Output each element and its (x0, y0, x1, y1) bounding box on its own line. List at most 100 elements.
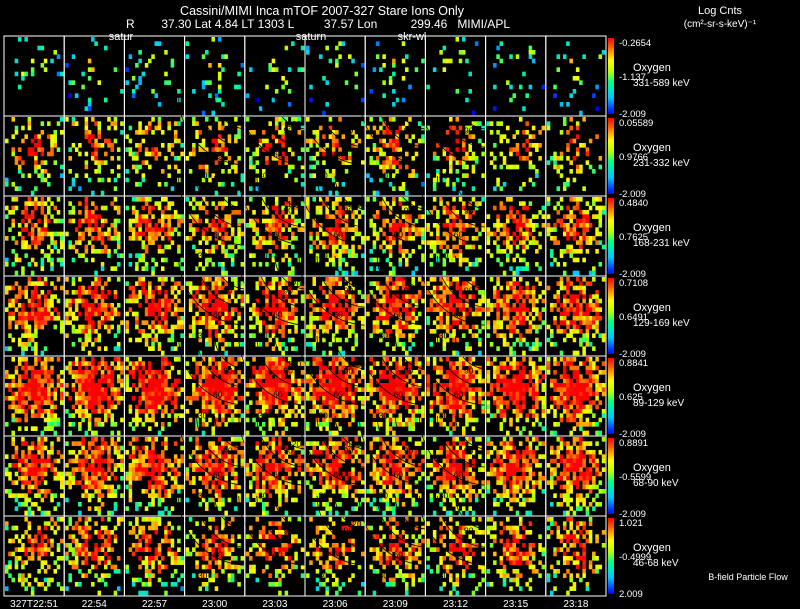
heatmap-cell (502, 337, 507, 343)
heatmap-cell (116, 378, 121, 384)
heatmap-cell (312, 223, 316, 228)
heatmap-cell (65, 391, 69, 397)
heatmap-cell (398, 244, 403, 250)
heatmap-cell (395, 147, 399, 152)
heatmap-cell (566, 231, 570, 237)
heatmap-cell (395, 337, 399, 343)
heatmap-cell (50, 426, 54, 431)
heatmap-cell (421, 240, 425, 245)
heatmap-cell (509, 54, 513, 59)
heatmap-cell (331, 396, 336, 401)
heatmap-cell (245, 205, 250, 211)
heatmap-cell (237, 311, 241, 317)
heatmap-cell (227, 329, 232, 334)
heatmap-cell (110, 361, 114, 366)
heatmap-cell (278, 138, 282, 144)
heatmap-cell (160, 227, 165, 232)
heatmap-cell (91, 374, 95, 379)
heatmap-cell (553, 156, 557, 161)
heatmap-cell (341, 311, 346, 317)
heatmap-cell (214, 160, 219, 165)
heatmap-cell (569, 117, 573, 122)
heatmap-cell (14, 383, 19, 388)
heatmap-cell (461, 182, 466, 187)
heatmap-panel (3, 195, 65, 277)
heatmap-cell (56, 357, 61, 362)
heatmap-cell (205, 201, 209, 206)
heatmap-cell (335, 45, 339, 51)
heatmap-cell (148, 125, 152, 131)
heatmap-cell (512, 307, 516, 312)
heatmap-cell (344, 316, 349, 321)
heatmap-cell (271, 307, 276, 312)
heatmap-cell (195, 121, 199, 126)
heatmap-cell (449, 294, 453, 299)
heatmap-cell (331, 400, 336, 405)
heatmap-cell (34, 285, 38, 291)
heatmap-cell (65, 303, 69, 308)
heatmap-cell (436, 294, 440, 299)
heatmap-cell (151, 257, 155, 263)
heatmap-cell (465, 97, 469, 103)
heatmap-cell (11, 396, 15, 401)
heatmap-cell (461, 210, 466, 215)
heatmap-cell (458, 227, 463, 232)
heatmap-cell (224, 298, 228, 304)
heatmap-cell (395, 333, 399, 338)
heatmap-cell (318, 197, 323, 202)
heatmap-cell (201, 422, 206, 427)
heatmap-cell (297, 391, 302, 397)
heatmap-cell (24, 223, 28, 228)
heatmap-cell (274, 117, 279, 122)
heatmap-cell (192, 205, 196, 211)
heatmap-cell (164, 244, 168, 250)
heatmap-cell (113, 333, 118, 338)
heatmap-cell (449, 214, 453, 219)
heatmap-cell (43, 426, 48, 431)
heatmap-cell (566, 143, 570, 148)
heatmap-cell (148, 378, 152, 384)
heatmap-cell (502, 160, 507, 165)
heatmap-cell (294, 404, 298, 410)
heatmap-cell (411, 316, 415, 321)
heatmap-cell (291, 41, 295, 46)
heatmap-cell (131, 298, 136, 304)
heatmap-cell (499, 186, 504, 191)
heatmap-cell (294, 324, 298, 330)
heatmap-cell (151, 130, 155, 135)
heatmap-panel (63, 275, 125, 357)
heatmap-cell (315, 205, 320, 211)
heatmap-cell (53, 231, 58, 237)
heatmap-cell (81, 303, 85, 308)
heatmap-cell (509, 214, 513, 219)
heatmap-cell (335, 138, 339, 144)
heatmap-cell (372, 190, 377, 196)
heatmap-cell (245, 147, 250, 152)
heatmap-cell (525, 138, 529, 144)
heatmap-cell (217, 387, 222, 392)
heatmap-cell (138, 121, 142, 126)
heatmap-cell (113, 294, 118, 299)
heatmap-cell (294, 387, 298, 392)
heatmap-cell (128, 253, 133, 258)
heatmap-cell (34, 205, 38, 211)
heatmap-cell (56, 383, 61, 388)
heatmap-cell (65, 320, 69, 325)
heatmap-cell (185, 41, 190, 46)
heatmap-cell (401, 205, 406, 211)
heatmap-cell (493, 143, 497, 148)
heatmap-panel (123, 35, 186, 117)
heatmap-cell (436, 298, 440, 304)
heatmap-cell (265, 210, 269, 215)
heatmap-cell (151, 89, 155, 94)
contour-label: 60 (333, 390, 343, 400)
heatmap-cell (458, 218, 463, 224)
heatmap-cell (579, 320, 583, 325)
heatmap-cell (78, 285, 82, 291)
heatmap-cell (201, 374, 206, 379)
heatmap-cell (478, 307, 482, 312)
heatmap-cell (592, 333, 596, 338)
heatmap-cell (91, 214, 95, 219)
heatmap-cell (553, 240, 557, 245)
heatmap-cell (385, 156, 390, 161)
